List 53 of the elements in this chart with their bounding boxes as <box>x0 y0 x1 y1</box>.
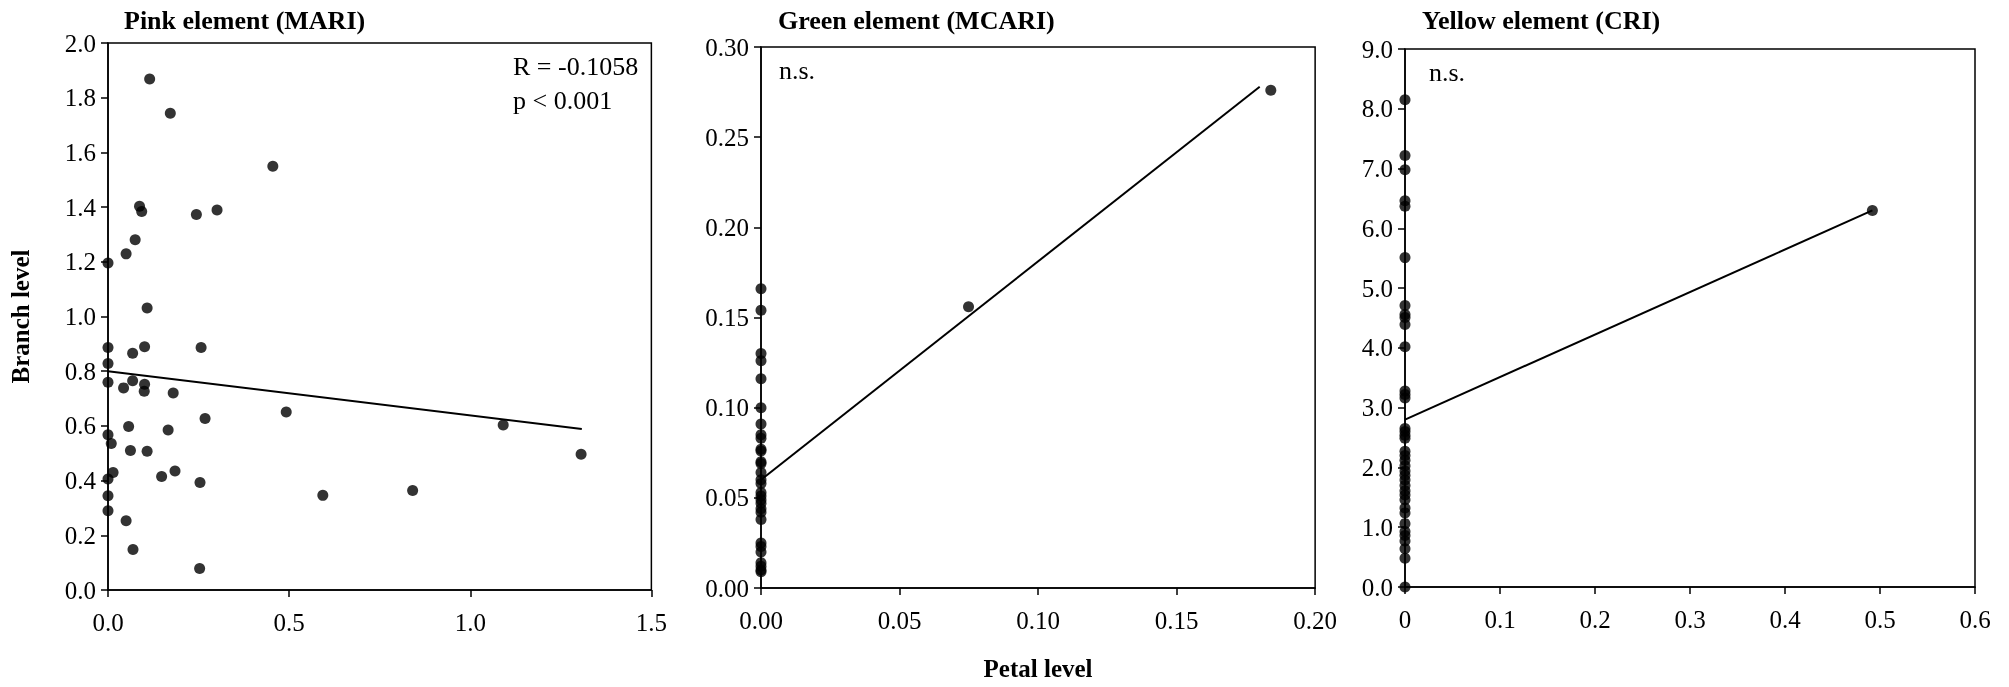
annotation: n.s. <box>779 55 816 85</box>
y-tick-label: 7.0 <box>1361 155 1393 183</box>
annotation: R = -0.1058 <box>513 51 639 81</box>
x-tick-label: 0.5 <box>1864 606 1896 633</box>
y-tick-label: 6.0 <box>1361 214 1393 242</box>
y-axis-title: Branch level <box>7 249 34 384</box>
y-tick-label: 1.0 <box>1361 513 1393 541</box>
annotation: n.s. <box>1429 57 1466 87</box>
x-tick-label: 1.0 <box>454 609 486 636</box>
x-tick-label: 0.2 <box>1579 606 1611 633</box>
y-tick-label: 0.30 <box>705 33 749 61</box>
chart-title: Pink element (MARI) <box>124 5 366 35</box>
y-tick-label: 4.0 <box>1361 334 1393 362</box>
y-tick-label: 1.2 <box>64 248 96 276</box>
y-tick-label: 0.2 <box>64 521 96 549</box>
x-tick-label: 0.5 <box>273 609 305 636</box>
x-tick-label: 0.05 <box>877 607 922 634</box>
y-tick-label: 0.00 <box>705 574 749 602</box>
y-tick-label: 3.0 <box>1361 394 1393 422</box>
y-tick-label: 0.0 <box>1361 573 1393 601</box>
x-tick-label: 0.4 <box>1769 606 1802 633</box>
x-tick-label: 0.10 <box>1016 607 1060 634</box>
annotation: p < 0.001 <box>513 85 613 115</box>
x-tick-label: 0.00 <box>739 607 783 634</box>
x-tick-label: 0.6 <box>1959 606 1991 633</box>
chart-title: Yellow element (CRI) <box>1422 5 1661 35</box>
x-tick-label: 0.1 <box>1484 606 1516 633</box>
y-tick-label: 1.8 <box>64 84 96 112</box>
x-tick-label: 0.3 <box>1674 606 1706 633</box>
y-tick-label: 2.0 <box>1361 453 1393 481</box>
x-tick-label: 1.5 <box>635 609 667 636</box>
x-tick-label: 0.0 <box>92 609 124 636</box>
y-tick-label: 9.0 <box>1361 35 1393 63</box>
y-tick-label: 0.10 <box>705 394 749 422</box>
y-tick-label: 0.25 <box>705 123 749 151</box>
x-tick-label: 0 <box>1398 606 1412 633</box>
y-tick-label: 0.4 <box>64 467 97 495</box>
y-tick-label: 0.05 <box>705 484 749 512</box>
y-tick-label: 1.4 <box>64 193 97 221</box>
x-tick-label: 0.20 <box>1293 607 1337 634</box>
y-tick-label: 1.6 <box>64 138 96 166</box>
y-tick-label: 0.6 <box>64 412 96 440</box>
y-tick-label: 0.0 <box>64 576 96 604</box>
y-tick-label: 2.0 <box>64 29 96 57</box>
y-tick-label: 0.20 <box>705 213 749 241</box>
y-tick-label: 5.0 <box>1361 274 1393 302</box>
y-tick-label: 0.15 <box>705 304 749 331</box>
chart-title: Green element (MCARI) <box>778 5 1055 35</box>
x-axis-title: Petal level <box>983 655 1093 682</box>
y-tick-label: 8.0 <box>1361 95 1393 123</box>
y-tick-label: 1.0 <box>64 303 96 330</box>
x-tick-label: 0.15 <box>1154 607 1199 634</box>
y-tick-label: 0.8 <box>64 357 96 385</box>
